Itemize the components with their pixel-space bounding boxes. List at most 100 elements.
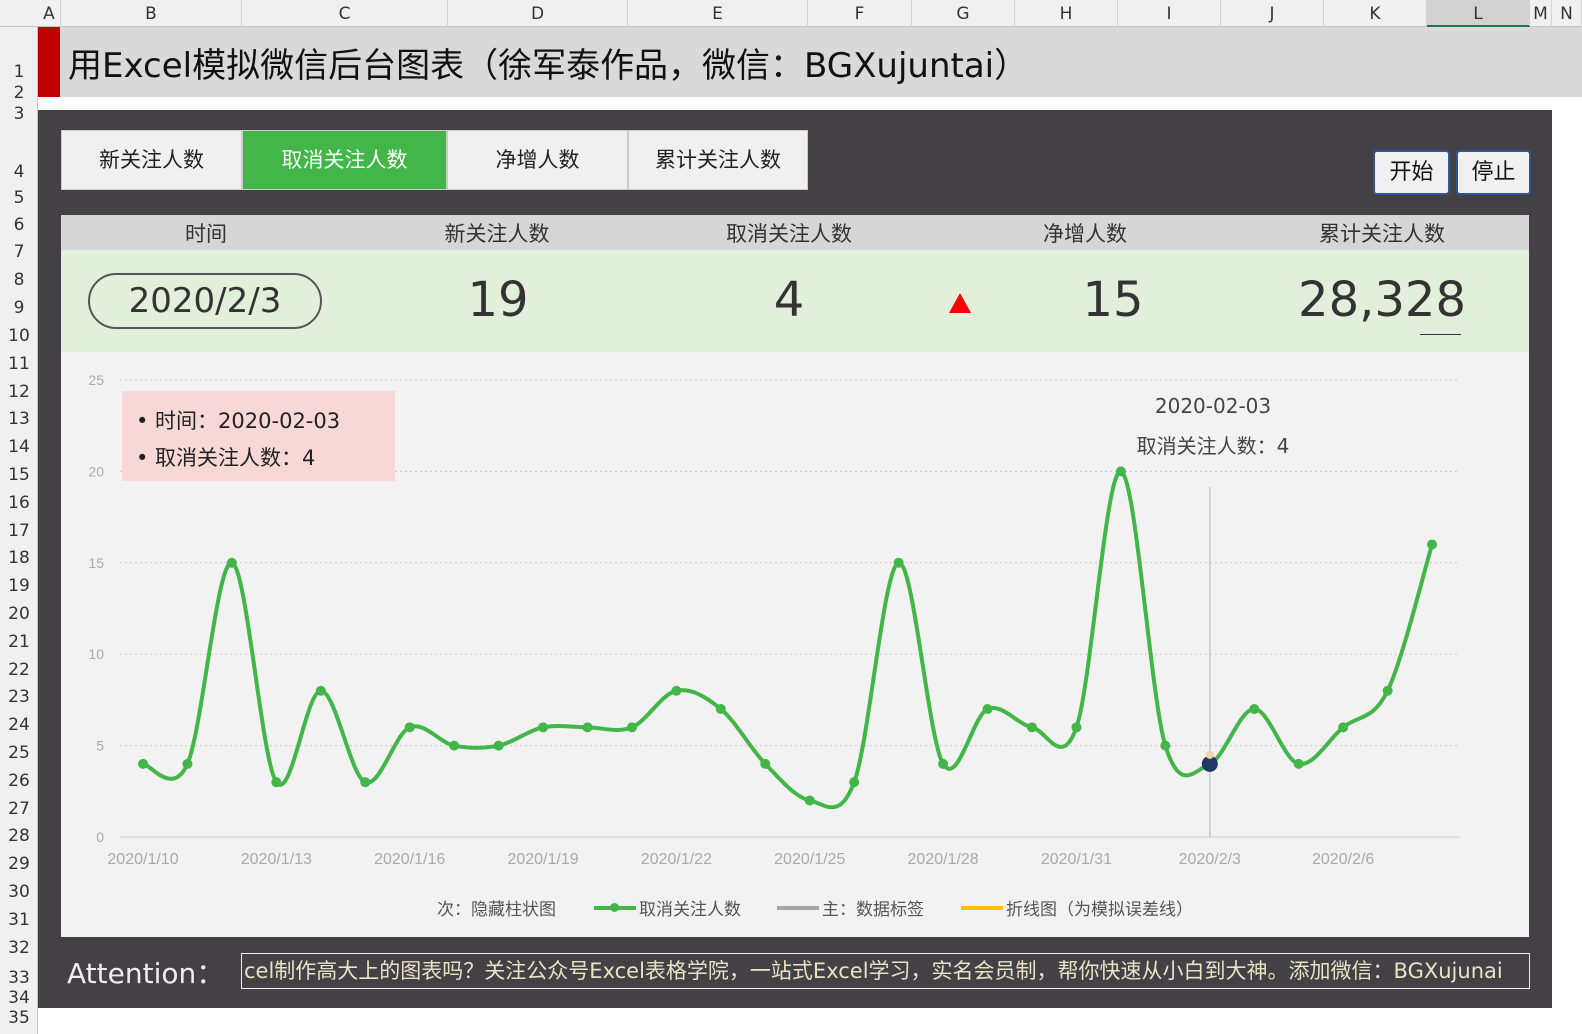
data-point bbox=[271, 777, 282, 788]
row-header-30[interactable]: 30 bbox=[8, 882, 30, 902]
attention-marquee: cel制作高大上的图表吗？关注公众号Excel表格学院，一站式Excel学习，实… bbox=[241, 953, 1530, 989]
row-header-13[interactable]: 13 bbox=[8, 409, 30, 430]
tab-total-followers[interactable]: 累计关注人数 bbox=[628, 130, 808, 190]
x-tick-label: 2020/1/13 bbox=[241, 851, 312, 868]
row-header-23[interactable]: 23 bbox=[8, 687, 30, 708]
stop-button[interactable]: 停止 bbox=[1456, 150, 1531, 195]
row-header-25[interactable]: 25 bbox=[8, 743, 30, 763]
column-header-I[interactable]: I bbox=[1118, 0, 1221, 27]
x-tick-label: 2020/1/22 bbox=[641, 851, 712, 868]
row-header-19[interactable]: 19 bbox=[8, 576, 30, 597]
row-header-24[interactable]: 24 bbox=[8, 715, 30, 736]
row-header-31[interactable]: 31 bbox=[8, 909, 30, 930]
row-header-32[interactable]: 32 bbox=[8, 937, 30, 958]
row-header-16[interactable]: 16 bbox=[8, 492, 30, 513]
tab-unfollows[interactable]: 取消关注人数 bbox=[242, 130, 447, 190]
column-header-H[interactable]: H bbox=[1015, 0, 1118, 27]
column-header-D[interactable]: D bbox=[448, 0, 628, 27]
row-header-10[interactable]: 10 bbox=[8, 326, 30, 346]
row-header-33[interactable]: 33 bbox=[8, 968, 30, 988]
legend-error-line: 折线图（为模拟误差线） bbox=[1006, 900, 1193, 920]
column-header-M[interactable]: M bbox=[1530, 0, 1552, 27]
column-header-J[interactable]: J bbox=[1221, 0, 1324, 27]
row-header-26[interactable]: 26 bbox=[8, 770, 30, 791]
column-header-K[interactable]: K bbox=[1324, 0, 1427, 27]
column-header-A[interactable]: A bbox=[38, 0, 61, 27]
date-value: 2020/2/3 bbox=[88, 273, 322, 329]
tab-net-growth[interactable]: 净增人数 bbox=[447, 130, 628, 190]
series-line bbox=[142, 469, 1434, 810]
title-accent bbox=[38, 27, 60, 97]
row-header-21[interactable]: 21 bbox=[8, 631, 30, 652]
stats-header bbox=[61, 215, 1529, 250]
tooltip-value: • 取消关注人数：4 bbox=[136, 446, 316, 470]
data-point bbox=[182, 758, 193, 769]
header-total: 累计关注人数 bbox=[1319, 222, 1445, 246]
row-header-18[interactable]: 18 bbox=[8, 548, 30, 569]
row-header-4[interactable]: 4 bbox=[13, 162, 25, 182]
data-point bbox=[982, 704, 993, 715]
data-point bbox=[671, 685, 682, 696]
row-header-1[interactable]: 1 bbox=[13, 62, 25, 82]
y-tick-label: 20 bbox=[88, 463, 104, 479]
legend-marker-green bbox=[610, 903, 619, 912]
row-header-12[interactable]: 12 bbox=[8, 381, 30, 402]
data-point bbox=[760, 758, 771, 769]
row-header-8[interactable]: 8 bbox=[13, 270, 25, 290]
net-value: 15 bbox=[1082, 272, 1144, 328]
data-point bbox=[449, 740, 460, 751]
row-header-6[interactable]: 6 bbox=[13, 215, 25, 235]
row-header-22[interactable]: 22 bbox=[8, 659, 30, 680]
legend-line-gray bbox=[777, 906, 819, 910]
row-header-35[interactable]: 35 bbox=[8, 1008, 30, 1028]
row-header-28[interactable]: 28 bbox=[8, 826, 30, 847]
chart-tooltip: • 时间：2020-02-03 • 取消关注人数：4 bbox=[122, 391, 395, 481]
row-header-29[interactable]: 29 bbox=[8, 854, 30, 875]
x-tick-label: 2020/1/19 bbox=[507, 851, 578, 868]
column-header-L[interactable]: L bbox=[1427, 0, 1530, 27]
row-header-3[interactable]: 3 bbox=[13, 104, 25, 124]
up-triangle-icon bbox=[949, 293, 971, 313]
header-time: 时间 bbox=[185, 222, 227, 246]
data-point bbox=[715, 704, 726, 715]
data-point bbox=[1249, 704, 1260, 715]
row-header-14[interactable]: 14 bbox=[8, 437, 30, 458]
data-point bbox=[1338, 722, 1349, 733]
data-label-value: 取消关注人数：4 bbox=[1136, 434, 1290, 458]
data-point bbox=[1427, 539, 1438, 550]
data-point bbox=[493, 740, 504, 751]
column-header-C[interactable]: C bbox=[242, 0, 448, 27]
tab-new-followers[interactable]: 新关注人数 bbox=[61, 130, 242, 190]
column-header-B[interactable]: B bbox=[61, 0, 242, 27]
avatar-head bbox=[1205, 750, 1214, 759]
x-tick-label: 2020/1/10 bbox=[107, 851, 178, 868]
column-header-G[interactable]: G bbox=[912, 0, 1015, 27]
row-header-9[interactable]: 9 bbox=[13, 298, 25, 318]
row-header-7[interactable]: 7 bbox=[13, 242, 25, 262]
y-tick-label: 25 bbox=[88, 372, 104, 388]
row-header-20[interactable]: 20 bbox=[8, 604, 30, 624]
row-header-34[interactable]: 34 bbox=[8, 988, 30, 1008]
highlight-marker-avatar bbox=[1201, 755, 1218, 772]
data-point bbox=[315, 685, 326, 696]
data-point bbox=[1293, 758, 1304, 769]
column-header-F[interactable]: F bbox=[808, 0, 912, 27]
new-value: 19 bbox=[467, 272, 529, 328]
attention-label: Attention： bbox=[67, 957, 225, 990]
row-header-17[interactable]: 17 bbox=[8, 520, 30, 541]
tooltip-time: • 时间：2020-02-03 bbox=[136, 409, 341, 433]
row-header-15[interactable]: 15 bbox=[8, 465, 30, 485]
header-cancel: 取消关注人数 bbox=[726, 222, 852, 246]
underline-mark bbox=[1420, 334, 1461, 335]
x-tick-label: 2020/2/6 bbox=[1312, 851, 1374, 868]
column-header-E[interactable]: E bbox=[628, 0, 808, 27]
y-tick-label: 0 bbox=[96, 829, 104, 845]
row-header-2[interactable]: 2 bbox=[13, 83, 25, 103]
start-button[interactable]: 开始 bbox=[1373, 150, 1450, 195]
row-header-27[interactable]: 27 bbox=[8, 798, 30, 819]
row-header-11[interactable]: 11 bbox=[8, 353, 30, 374]
x-tick-label: 2020/1/31 bbox=[1041, 851, 1112, 868]
row-header-5[interactable]: 5 bbox=[13, 188, 25, 208]
data-point bbox=[138, 758, 148, 769]
